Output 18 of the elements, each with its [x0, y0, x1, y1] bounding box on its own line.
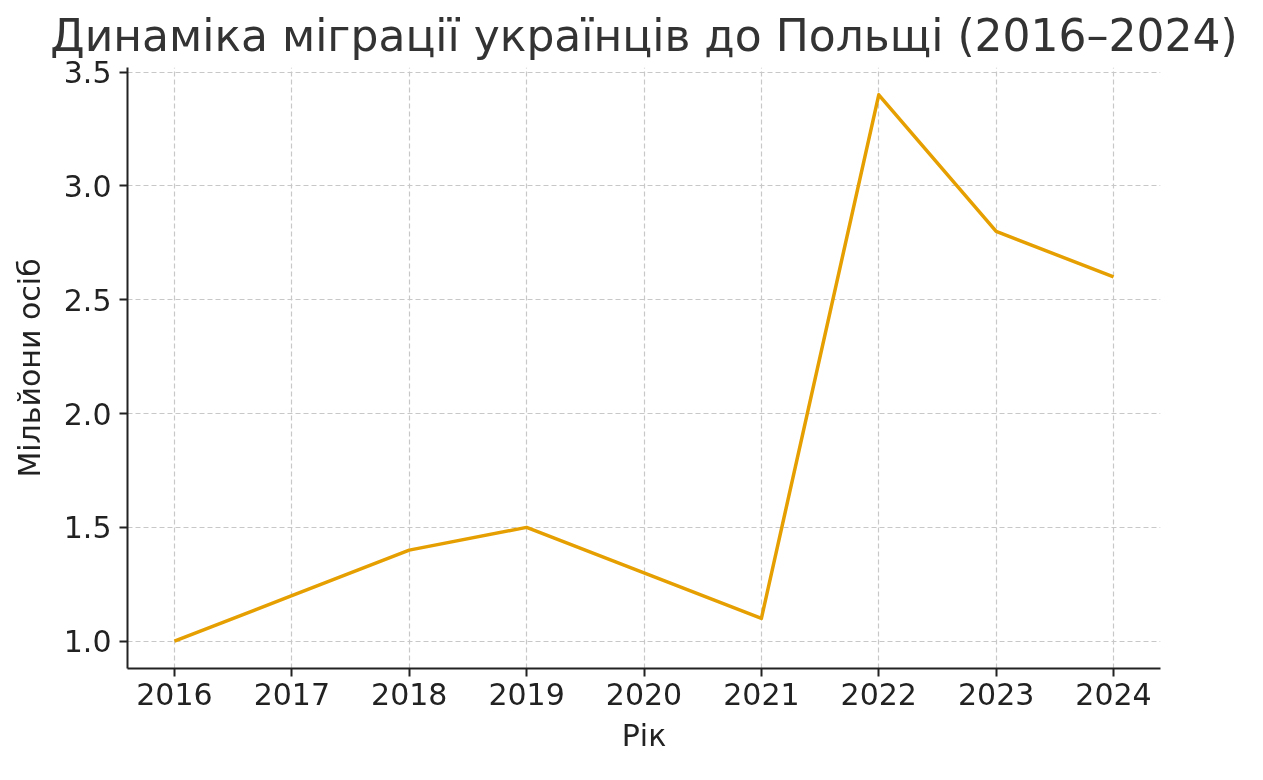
y-tick-label: 2.5 [63, 282, 112, 318]
x-tick-label: 2023 [957, 676, 1035, 712]
x-axis-title: Рік [621, 717, 667, 753]
y-axis-title: Мільйони осіб [11, 258, 47, 478]
line-series [172, 93, 1116, 643]
y-tick-label: 3.0 [63, 168, 112, 204]
y-tick-label: 1.5 [63, 510, 112, 546]
x-tick-label: 2018 [371, 676, 448, 712]
x-tick-label: 2016 [136, 676, 213, 712]
x-tick-label: 2020 [605, 676, 683, 712]
y-tick-label: 2.0 [63, 396, 112, 432]
x-tick-label: 2022 [840, 676, 917, 712]
x-tick-label: 2024 [1075, 676, 1152, 712]
x-tick-label: 2017 [253, 676, 331, 712]
y-tick-label: 1.0 [63, 624, 112, 660]
chart-title: Динаміка міграції українців до Польщі (2016–2024) [50, 9, 1238, 61]
x-tick-label: 2019 [488, 676, 565, 712]
x-tick-label: 2021 [723, 676, 800, 712]
